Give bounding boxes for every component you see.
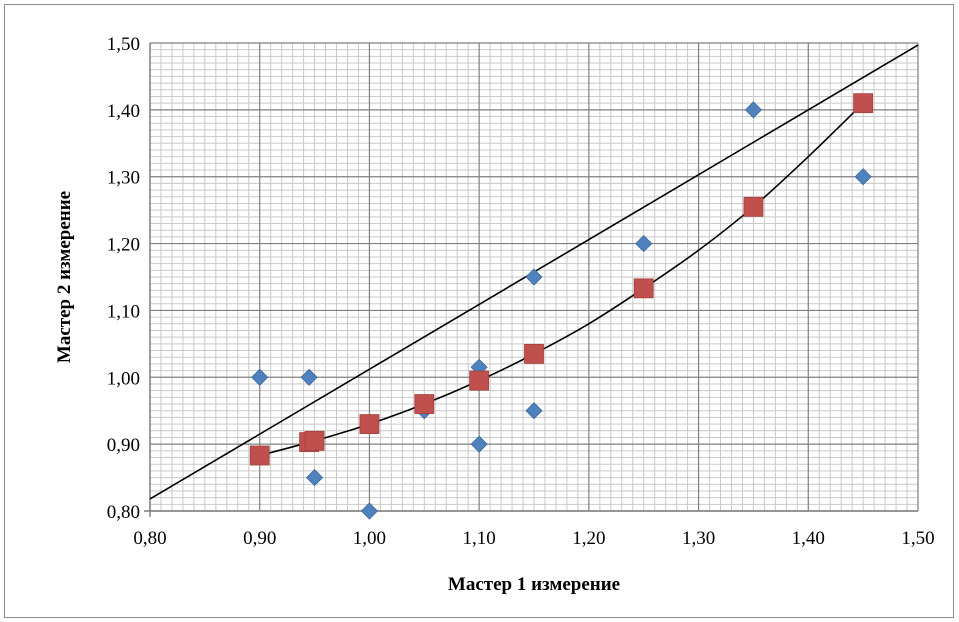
- plot-area-border: [144, 43, 918, 517]
- y-tick-label: 1,00: [107, 368, 140, 389]
- x-tick-label: 1,40: [792, 528, 825, 549]
- x-tick-label: 1,50: [901, 528, 934, 549]
- diamond-marker: [635, 235, 653, 253]
- x-axis-tick-labels: 0,80 0,90 1,00 1,10 1,20 1,30 1,40 1,50: [133, 528, 934, 549]
- square-marker: [249, 445, 270, 466]
- y-tick-label: 0,80: [107, 502, 140, 523]
- x-tick-label: 0,90: [243, 528, 276, 549]
- x-axis-title: Мастер 1 измерение: [448, 574, 620, 595]
- x-tick-label: 1,20: [572, 528, 605, 549]
- diamond-marker: [300, 368, 318, 386]
- square-marker: [853, 93, 874, 114]
- diamond-marker: [854, 168, 872, 186]
- square-marker: [359, 414, 380, 434]
- square-marker: [469, 370, 490, 391]
- x-tick-label: 0,80: [133, 528, 166, 549]
- square-marker: [633, 278, 654, 299]
- trend-curve: [259, 102, 864, 457]
- square-marker: [414, 394, 435, 414]
- square-marker: [743, 196, 764, 217]
- data-markers: [249, 93, 874, 520]
- diamond-marker: [744, 101, 762, 119]
- y-axis-tick-labels: 0,80 0,90 1,00 1,10 1,20 1,30 1,40 1,50: [107, 34, 140, 523]
- diamond-marker: [306, 469, 324, 487]
- diamond-marker: [525, 268, 543, 286]
- y-axis-title: Мастер 2 измерение: [54, 191, 75, 363]
- diamond-marker: [360, 502, 378, 520]
- x-tick-label: 1,00: [353, 528, 386, 549]
- diamond-marker: [251, 368, 269, 386]
- minor-gridlines: [150, 43, 918, 511]
- x-tick-label: 1,10: [463, 528, 496, 549]
- y-tick-label: 1,40: [107, 101, 140, 122]
- y-tick-label: 1,50: [107, 34, 140, 55]
- y-tick-label: 1,20: [107, 235, 140, 256]
- x-tick-label: 1,30: [682, 528, 715, 549]
- diamond-marker: [525, 402, 543, 420]
- y-tick-label: 0,90: [107, 435, 140, 456]
- y-tick-label: 1,10: [107, 301, 140, 322]
- square-marker: [524, 343, 544, 364]
- diamond-marker: [470, 435, 488, 453]
- y-tick-label: 1,30: [107, 168, 140, 189]
- square-marker: [304, 430, 325, 451]
